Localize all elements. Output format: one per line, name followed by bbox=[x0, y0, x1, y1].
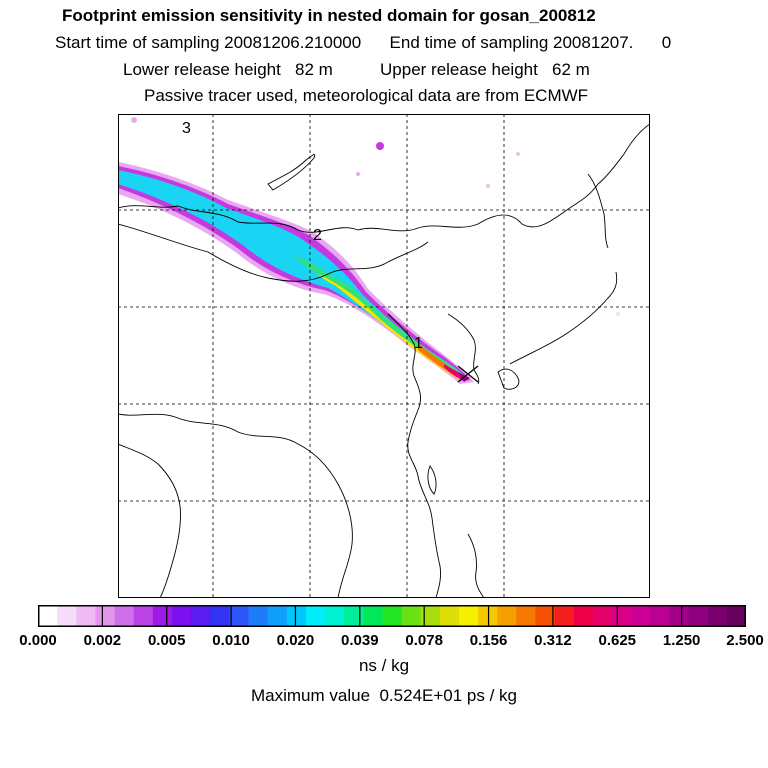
china-coast bbox=[387, 313, 441, 598]
colorbar-swatch bbox=[439, 605, 460, 627]
colorbar-swatch bbox=[210, 605, 230, 627]
receptor-marker bbox=[457, 365, 479, 383]
footprint-map: 3 2 1 bbox=[118, 114, 650, 598]
india-border bbox=[118, 443, 181, 598]
colorbar-swatch bbox=[612, 605, 632, 627]
colorbar-swatch bbox=[152, 605, 173, 627]
emission-plume bbox=[118, 117, 620, 384]
colorbar-swatch bbox=[420, 605, 441, 627]
coastline-north bbox=[118, 123, 650, 233]
colorbar-swatch bbox=[95, 605, 116, 627]
plume-speck-4 bbox=[516, 152, 520, 156]
colorbar-tick-label: 0.156 bbox=[469, 632, 508, 649]
colorbar-swatch bbox=[573, 605, 594, 627]
colorbar-swatch bbox=[229, 605, 250, 627]
colorbar-swatch bbox=[554, 605, 575, 627]
sakhalin bbox=[587, 173, 609, 249]
colorbar-swatch bbox=[171, 605, 192, 627]
japan-honshu bbox=[509, 271, 618, 365]
maximum-value: Maximum value 0.524E+01 ps / kg bbox=[251, 686, 517, 705]
marker-1: 1 bbox=[414, 335, 423, 352]
japan-kyushu bbox=[497, 368, 520, 390]
colorbar-swatch bbox=[516, 605, 537, 627]
release-heights: Lower release height 82 m Upper release … bbox=[123, 60, 590, 79]
colorbar-tick-label: 0.312 bbox=[534, 632, 572, 649]
plume-speck-6 bbox=[616, 312, 620, 316]
colorbar-swatch bbox=[458, 605, 479, 627]
colorbar-swatch bbox=[382, 605, 403, 627]
colorbar-tick-label: 0.020 bbox=[276, 632, 315, 649]
plume-cyan bbox=[118, 170, 466, 379]
colorbar-swatch bbox=[650, 605, 671, 627]
philippines bbox=[467, 533, 485, 598]
plume-speck-3 bbox=[356, 172, 360, 176]
colorbar-tick-label: 0.010 bbox=[212, 632, 250, 649]
colorbar-tick-label: 0.005 bbox=[147, 632, 186, 649]
colorbar bbox=[38, 605, 746, 627]
colorbar-tick-label: 0.000 bbox=[19, 632, 57, 649]
tracer-note: Passive tracer used, meteorological data… bbox=[144, 86, 589, 105]
colorbar-swatch bbox=[267, 605, 288, 627]
colorbar-swatch bbox=[325, 605, 345, 627]
colorbar-swatch bbox=[707, 605, 728, 627]
colorbar-swatch bbox=[248, 605, 269, 627]
colorbar-swatch bbox=[669, 605, 690, 627]
plume-speck-2 bbox=[131, 117, 137, 123]
sampling-times: Start time of sampling 20081206.210000 E… bbox=[55, 33, 672, 52]
lat-lon-grid bbox=[118, 114, 650, 598]
colorbar-swatch bbox=[191, 605, 211, 627]
colorbar-swatch bbox=[57, 605, 77, 627]
colorbar-tick-label: 0.039 bbox=[341, 632, 379, 649]
plume-yellow bbox=[318, 274, 466, 380]
colorbar-swatch bbox=[133, 605, 154, 627]
marker-2: 2 bbox=[313, 227, 322, 244]
mongolia-border bbox=[118, 223, 429, 282]
colorbar-tick-label: 0.078 bbox=[405, 632, 443, 649]
colorbar-frame bbox=[38, 605, 746, 627]
plume-speck-5 bbox=[486, 184, 490, 188]
lake-baikal bbox=[267, 153, 316, 191]
indochina bbox=[118, 413, 353, 598]
taiwan bbox=[427, 465, 437, 495]
colorbar-swatch bbox=[38, 605, 58, 627]
colorbar-swatch bbox=[286, 605, 307, 627]
colorbar-swatch bbox=[688, 605, 709, 627]
colorbar-swatch bbox=[76, 605, 97, 627]
colorbar-tick-label: 2.500 bbox=[726, 632, 764, 649]
korea-peninsula bbox=[447, 313, 480, 385]
map-frame bbox=[118, 114, 650, 598]
colorbar-swatch bbox=[401, 605, 422, 627]
plume-speck-1 bbox=[376, 142, 384, 150]
colorbar-tick-label: 1.250 bbox=[662, 632, 701, 649]
marker-3: 3 bbox=[182, 120, 191, 137]
colorbar-swatch bbox=[631, 605, 651, 627]
colorbar-swatch bbox=[535, 605, 556, 627]
coastlines bbox=[118, 123, 650, 598]
colorbar-swatch bbox=[305, 605, 326, 627]
colorbar-swatch bbox=[344, 605, 364, 627]
colorbar-swatch bbox=[726, 605, 746, 627]
plot-title: Footprint emission sensitivity in nested… bbox=[62, 6, 596, 25]
colorbar-swatch bbox=[497, 605, 517, 627]
colorbar-swatch bbox=[363, 605, 384, 627]
colorbar-swatch bbox=[592, 605, 613, 627]
colorbar-units: ns / kg bbox=[358, 656, 410, 675]
colorbar-tick-label: 0.625 bbox=[598, 632, 637, 649]
colorbar-tick-label: 0.002 bbox=[83, 632, 122, 649]
colorbar-swatch bbox=[114, 605, 135, 627]
